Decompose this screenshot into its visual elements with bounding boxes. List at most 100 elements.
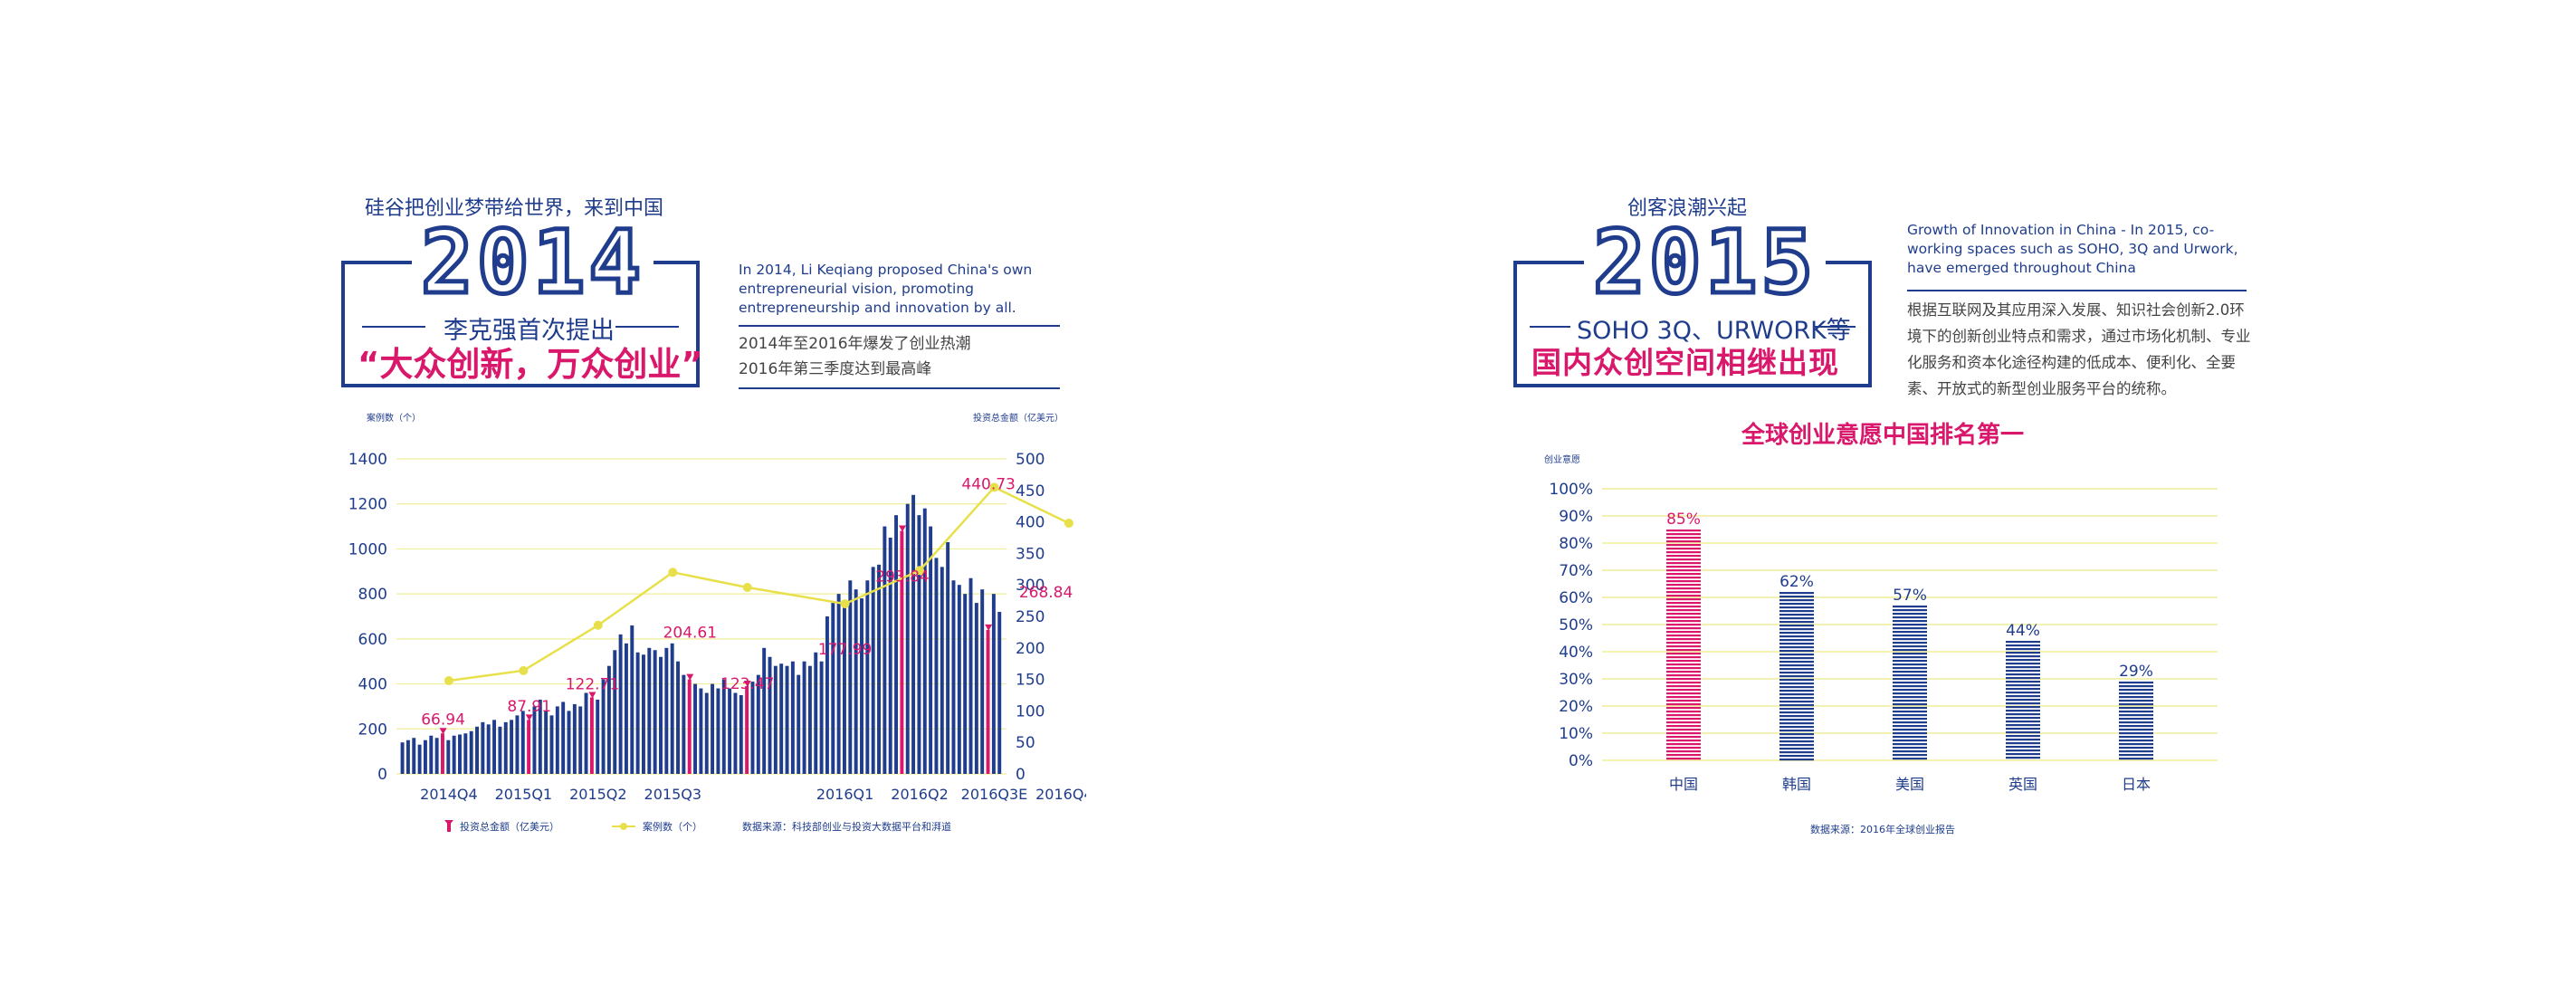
bar-stripe [1666, 598, 1701, 601]
case-count-bar [905, 503, 910, 774]
bar-stripe [1893, 624, 1927, 626]
bar-stripe [2006, 681, 2040, 683]
bar-stripe [1893, 718, 1927, 720]
case-count-bar [572, 703, 577, 774]
bar-stripe [1779, 628, 1814, 631]
x-tick-label: 2016Q2 [891, 786, 949, 803]
case-count-bar [883, 526, 887, 774]
bar-stripe [2119, 682, 2153, 684]
case-count-bar [510, 720, 514, 774]
bar-stripe [2006, 728, 2040, 730]
category-label: 中国 [1669, 776, 1698, 793]
right-y-tick-label: 450 [1016, 482, 1045, 501]
right-y-tick-label: 100 [1016, 702, 1045, 720]
category-label: 英国 [2008, 776, 2037, 793]
bar-stripe [2006, 735, 2040, 738]
line-point [668, 568, 678, 577]
bar-stripe [1779, 650, 1814, 653]
country-bar [1779, 592, 1814, 761]
bar-stripe [1666, 569, 1701, 572]
bar-stripe [2119, 758, 2153, 760]
case-count-bar [498, 726, 502, 774]
bar-stripe [1779, 755, 1814, 758]
bar-stripe [1666, 663, 1701, 666]
case-count-bar [756, 674, 760, 774]
legend-bar-label: 投资总金额（亿美元） [460, 820, 559, 833]
bar-stripe [1893, 682, 1927, 684]
country-bar [2006, 641, 2040, 759]
data-label: 268.84 [1019, 584, 1073, 602]
bar-stripe [1779, 751, 1814, 754]
case-count-bar [814, 652, 818, 774]
case-count-bar [596, 699, 600, 774]
bar-stripe [2006, 739, 2040, 741]
country-bar [1893, 606, 1927, 760]
bar-stripe [1666, 533, 1701, 536]
bar-value-label: 44% [2006, 622, 2040, 640]
bar-stripe [1893, 714, 1927, 717]
case-count-bar [584, 692, 588, 774]
case-count-bar [699, 688, 703, 774]
right-desc-cn: 根据互联网及其应用深入发展、知识社会创新2.0环境下的创新创业特点和需求，通过市… [1907, 301, 2251, 397]
right-chart-title: 全球创业意愿中国排名第一 [1741, 421, 2024, 449]
case-count-bar [676, 661, 680, 774]
left-y-tick-label: 0 [377, 766, 387, 784]
case-count-bar [819, 661, 824, 774]
case-count-bar [721, 679, 726, 774]
case-count-bar [917, 515, 921, 774]
bar-stripe [1779, 617, 1814, 620]
case-count-bar [733, 692, 738, 774]
case-count-bar [785, 665, 789, 774]
bar-stripe [1666, 638, 1701, 641]
case-count-bar [670, 643, 674, 774]
bar-stripe [1893, 642, 1927, 644]
bar-stripe [2006, 713, 2040, 716]
bar-stripe [2119, 740, 2153, 742]
bar-stripe [1893, 656, 1927, 659]
case-count-bar [865, 580, 870, 774]
bar-stripe [1893, 671, 1927, 673]
case-count-bar [929, 526, 933, 774]
case-count-bar [613, 650, 617, 774]
bar-stripe [1666, 660, 1701, 663]
right-y-tick-label: 200 [1016, 640, 1045, 658]
left-y-tick-label: 800 [358, 586, 387, 604]
line-point [742, 582, 752, 592]
case-count-bar [739, 695, 743, 774]
bar-stripe [1666, 627, 1701, 630]
left-divider-right [615, 326, 679, 328]
case-count-bar [642, 654, 645, 774]
bar-stripe [2006, 663, 2040, 665]
bar-stripe [1779, 668, 1814, 671]
bar-stripe [1666, 758, 1701, 760]
line-point [444, 675, 453, 685]
bar-stripe [2119, 729, 2153, 731]
bar-stripe [1666, 721, 1701, 724]
case-count-bar [682, 674, 686, 774]
case-count-bar [417, 744, 422, 774]
left-subline: 李克强首次提出 [444, 317, 615, 345]
bar-stripe [1666, 584, 1701, 587]
case-count-bar [940, 567, 944, 774]
data-label: 440.73 [961, 475, 1015, 493]
bar-stripe [1779, 621, 1814, 624]
bar-stripe [1666, 685, 1701, 688]
case-count-bar [773, 665, 778, 774]
left-headline: “大众创新，万众创业” [358, 345, 703, 384]
bar-stripe [1666, 540, 1701, 543]
bar-value-label: 29% [2119, 663, 2153, 681]
y-tick-label: 90% [1559, 508, 1593, 526]
right-kicker: 创客浪潮兴起 [1627, 197, 1748, 220]
bar-stripe [1666, 580, 1701, 583]
bar-stripe [1779, 679, 1814, 682]
bar-stripe [1666, 653, 1701, 655]
y-tick-label: 30% [1559, 671, 1593, 689]
bar-stripe [1893, 638, 1927, 641]
bar-stripe [1666, 711, 1701, 713]
bar-stripe [1893, 645, 1927, 648]
case-count-bar [400, 742, 405, 774]
case-count-bar [630, 625, 634, 774]
bar-stripe [1779, 625, 1814, 627]
bar-stripe [2006, 757, 2040, 759]
bar-stripe [1893, 711, 1927, 713]
